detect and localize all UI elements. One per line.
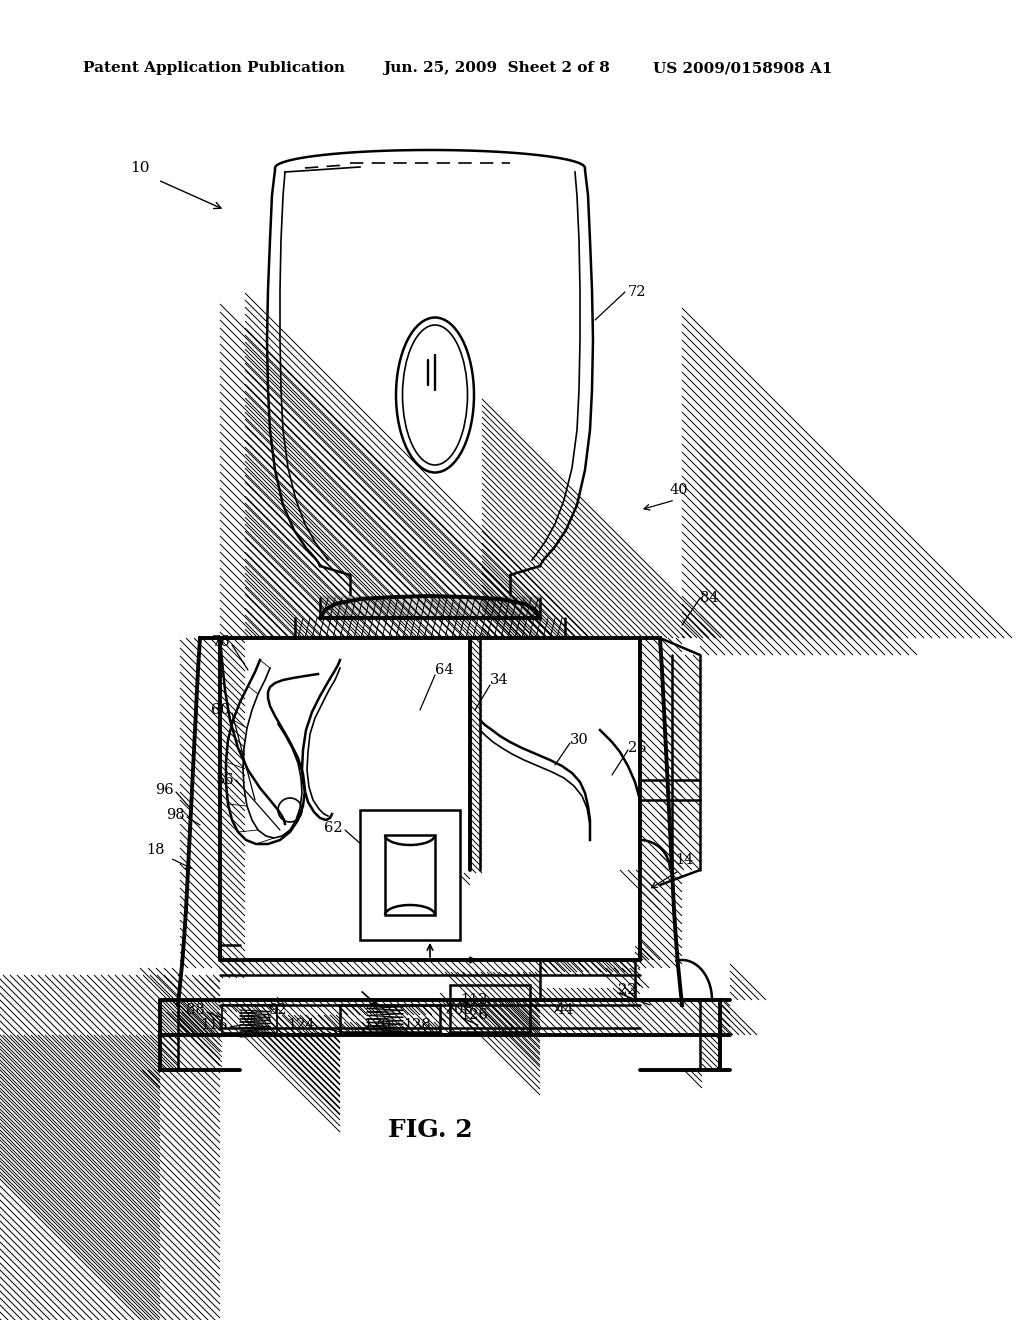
Bar <box>640 638 682 968</box>
Text: 22: 22 <box>618 983 637 997</box>
Text: 76: 76 <box>211 635 230 649</box>
Bar <box>660 655 700 870</box>
Text: 56: 56 <box>215 774 234 787</box>
Text: 34: 34 <box>490 673 509 686</box>
Bar <box>180 638 220 968</box>
Bar <box>360 810 460 940</box>
Text: 64: 64 <box>435 663 454 677</box>
Bar <box>340 1005 440 1015</box>
Text: Jun. 25, 2009  Sheet 2 of 8: Jun. 25, 2009 Sheet 2 of 8 <box>383 61 610 75</box>
Bar <box>540 960 635 972</box>
Text: 60: 60 <box>211 704 230 717</box>
Text: 40: 40 <box>670 483 688 498</box>
Text: 108: 108 <box>445 1003 473 1016</box>
Bar <box>340 1022 440 1032</box>
Text: 30: 30 <box>570 733 589 747</box>
Bar <box>702 1035 720 1071</box>
Text: 98: 98 <box>166 808 185 822</box>
Text: 62: 62 <box>325 821 343 836</box>
Text: 116: 116 <box>201 1018 228 1032</box>
Circle shape <box>278 799 302 822</box>
Text: 92: 92 <box>268 1003 287 1016</box>
Text: 18: 18 <box>146 843 165 857</box>
Bar <box>222 1005 278 1034</box>
Bar <box>160 1035 178 1071</box>
Text: 124: 124 <box>288 1018 315 1032</box>
Text: 128: 128 <box>403 1018 431 1032</box>
Text: 88: 88 <box>186 1003 205 1016</box>
Bar <box>160 1001 730 1035</box>
Text: 72: 72 <box>628 285 646 300</box>
Text: US 2009/0158908 A1: US 2009/0158908 A1 <box>653 61 833 75</box>
Bar <box>540 960 635 1001</box>
Bar <box>540 987 635 1001</box>
Text: FIG. 2: FIG. 2 <box>388 1118 472 1142</box>
Text: 120: 120 <box>362 1018 391 1032</box>
Bar <box>470 638 482 873</box>
Text: Patent Application Publication: Patent Application Publication <box>83 61 345 75</box>
Text: 112: 112 <box>460 993 487 1007</box>
Text: 84: 84 <box>700 591 719 605</box>
Bar <box>220 638 245 978</box>
Text: 126: 126 <box>460 1008 487 1022</box>
Bar <box>220 960 640 975</box>
Text: 96: 96 <box>156 783 174 797</box>
Text: 10: 10 <box>130 161 150 176</box>
Text: 14: 14 <box>675 853 693 867</box>
Bar <box>385 836 435 915</box>
Bar <box>222 1005 278 1012</box>
Text: 44: 44 <box>555 1003 573 1016</box>
Text: 26: 26 <box>628 741 646 755</box>
